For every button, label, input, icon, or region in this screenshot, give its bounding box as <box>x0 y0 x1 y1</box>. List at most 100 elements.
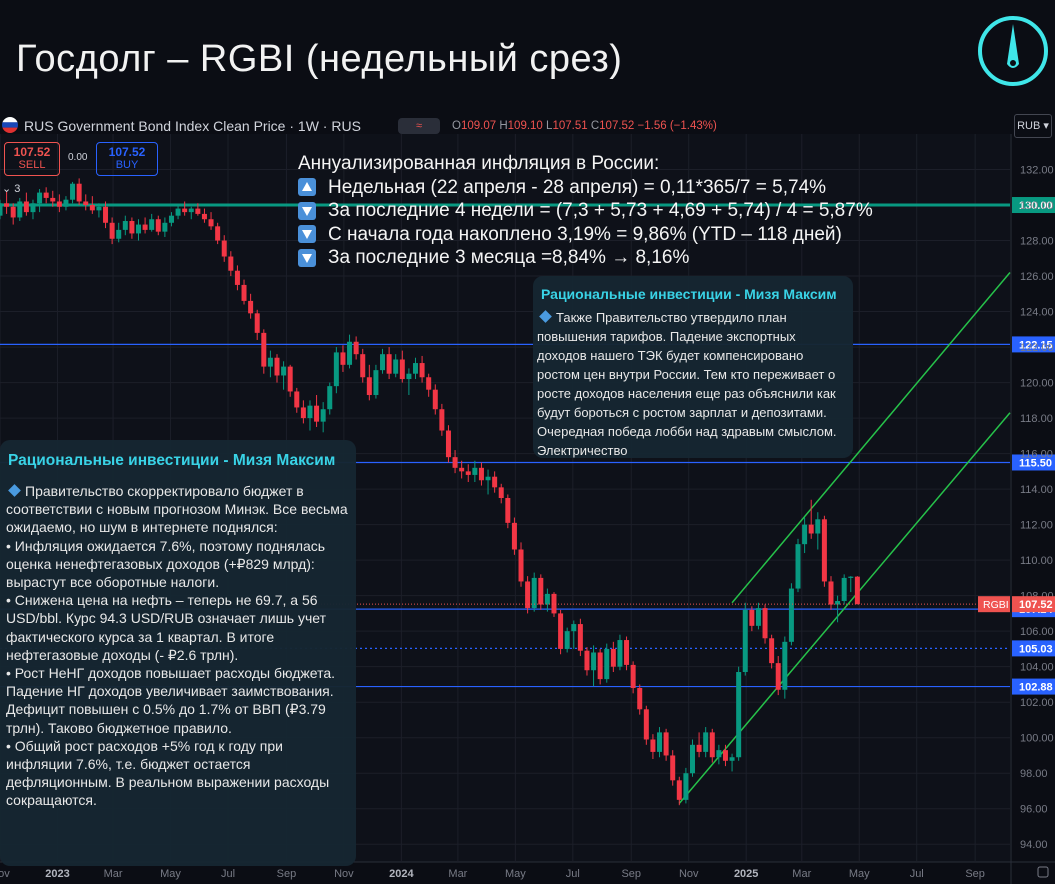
symbol-title[interactable]: RUS Government Bond Index Clean Price · … <box>24 118 361 134</box>
candle-body <box>835 600 841 605</box>
y-tick-label: 126.00 <box>1020 271 1054 283</box>
candle-body <box>135 224 141 234</box>
candle-body <box>274 357 280 376</box>
candle-body <box>37 192 43 204</box>
candle-body <box>353 341 359 355</box>
candle-body <box>624 640 630 665</box>
page-title: Госдолг – RGBI (недельный срез) <box>16 38 623 80</box>
candle-body <box>795 544 801 589</box>
buy-button[interactable]: 107.52 BUY <box>96 142 158 176</box>
candle-body <box>762 608 768 639</box>
candle-body <box>775 663 781 690</box>
level-price-tag <box>1012 336 1055 353</box>
arrow-down-icon <box>298 201 316 220</box>
candle-body <box>604 648 610 680</box>
candle-body <box>854 576 860 605</box>
candle-body <box>564 631 570 649</box>
arrow-down-icon <box>298 248 316 267</box>
y-tick-label: 120.00 <box>1020 378 1054 390</box>
chart-header: RUS Government Bond Index Clean Price · … <box>0 112 1010 140</box>
candle-body <box>584 650 590 671</box>
y-tick-label: 132.00 <box>1020 165 1054 177</box>
compass-needle-icon <box>978 16 1048 86</box>
diamond-icon <box>8 484 21 497</box>
candle-body <box>254 313 260 333</box>
level-price-label: 130.00 <box>1019 200 1053 212</box>
candle-body <box>689 744 695 774</box>
candle-body <box>142 224 148 230</box>
sell-button[interactable]: 107.52 SELL <box>4 142 60 176</box>
x-tick-label: Mar <box>104 868 123 880</box>
candle-body <box>683 773 689 800</box>
post-author: Рациональные инвестиции - Мизя Максим <box>541 286 837 302</box>
candle-body <box>287 366 293 392</box>
candle-body <box>637 687 643 710</box>
candle-body <box>281 366 287 376</box>
post-text: Правительство скорректировало бюджет в с… <box>6 483 348 809</box>
telegram-post-budget: Рациональные инвестиции - Мизя Максим Пр… <box>0 440 356 866</box>
candle-body <box>551 593 557 614</box>
candle-body <box>452 457 458 468</box>
candle-body <box>267 357 273 367</box>
candle-body <box>525 581 531 609</box>
candle-body <box>492 476 498 488</box>
candle-body <box>439 409 445 431</box>
candle-body <box>340 352 346 365</box>
candle-body <box>89 205 95 211</box>
inflation-annotation: Аннуализированная инфляция в России: Нед… <box>298 152 873 270</box>
last-price-value: 107.52 <box>1019 599 1053 611</box>
candle-body <box>808 524 814 534</box>
indicators-collapse-button[interactable]: ⌄ 3 <box>2 183 21 195</box>
candle-body <box>393 359 399 374</box>
candle-body <box>314 405 320 422</box>
trend-channel <box>678 272 1011 804</box>
x-tick-label: Jul <box>910 868 924 880</box>
candle-body <box>241 284 247 301</box>
candle-body <box>610 648 616 667</box>
currency-select[interactable]: RUB ▾ <box>1014 114 1052 138</box>
candle-body <box>841 577 847 601</box>
candle-body <box>742 609 748 673</box>
last-price-symbol-tag <box>978 596 1010 613</box>
inflation-heading: Аннуализированная инфляция в России: <box>298 153 660 174</box>
candle-body <box>722 750 728 761</box>
y-tick-label: 118.00 <box>1020 413 1053 425</box>
candle-body <box>4 203 10 207</box>
y-tick-label: 128.00 <box>1020 236 1054 248</box>
candle-body <box>0 203 3 216</box>
candle-body <box>17 201 23 218</box>
settings-gear-icon <box>1037 866 1049 878</box>
candle-body <box>617 640 623 667</box>
level-price-tag <box>1012 454 1055 471</box>
post-text: Также Правительство утвердило план повыш… <box>537 310 837 458</box>
candle-body <box>129 221 135 234</box>
candle-body <box>399 359 405 380</box>
candle-body <box>426 377 432 390</box>
y-tick-label: 122.00 <box>1020 342 1054 354</box>
x-tick-label: Mar <box>448 868 467 880</box>
candle-body <box>221 240 227 257</box>
x-tick-label: Nov <box>334 868 354 880</box>
candle-body <box>294 391 300 408</box>
candle-body <box>709 732 715 758</box>
x-tick-label: Sep <box>621 868 641 880</box>
candle-body <box>10 206 16 218</box>
sell-price: 107.52 <box>13 145 51 159</box>
diamond-icon <box>539 310 552 323</box>
arrow-up-icon <box>298 178 316 197</box>
candle-body <box>511 522 517 550</box>
candle-body <box>676 780 682 800</box>
candle-body <box>498 487 504 498</box>
candle-body <box>56 201 62 207</box>
candle-body <box>782 641 788 690</box>
candle-body <box>50 197 56 202</box>
inflation-line: За последние 4 недели = (7,3 + 5,73 + 4,… <box>328 200 873 221</box>
indicator-toggle-button[interactable]: ≈ <box>398 118 440 134</box>
y-tick-label: 130.00 <box>1020 200 1054 212</box>
candle-body <box>558 613 564 649</box>
buy-label: BUY <box>115 159 139 171</box>
x-tick-label: Nov <box>679 868 699 880</box>
y-tick-label: 112.00 <box>1020 520 1053 532</box>
candle-body <box>419 363 425 378</box>
candle-body <box>650 739 656 752</box>
